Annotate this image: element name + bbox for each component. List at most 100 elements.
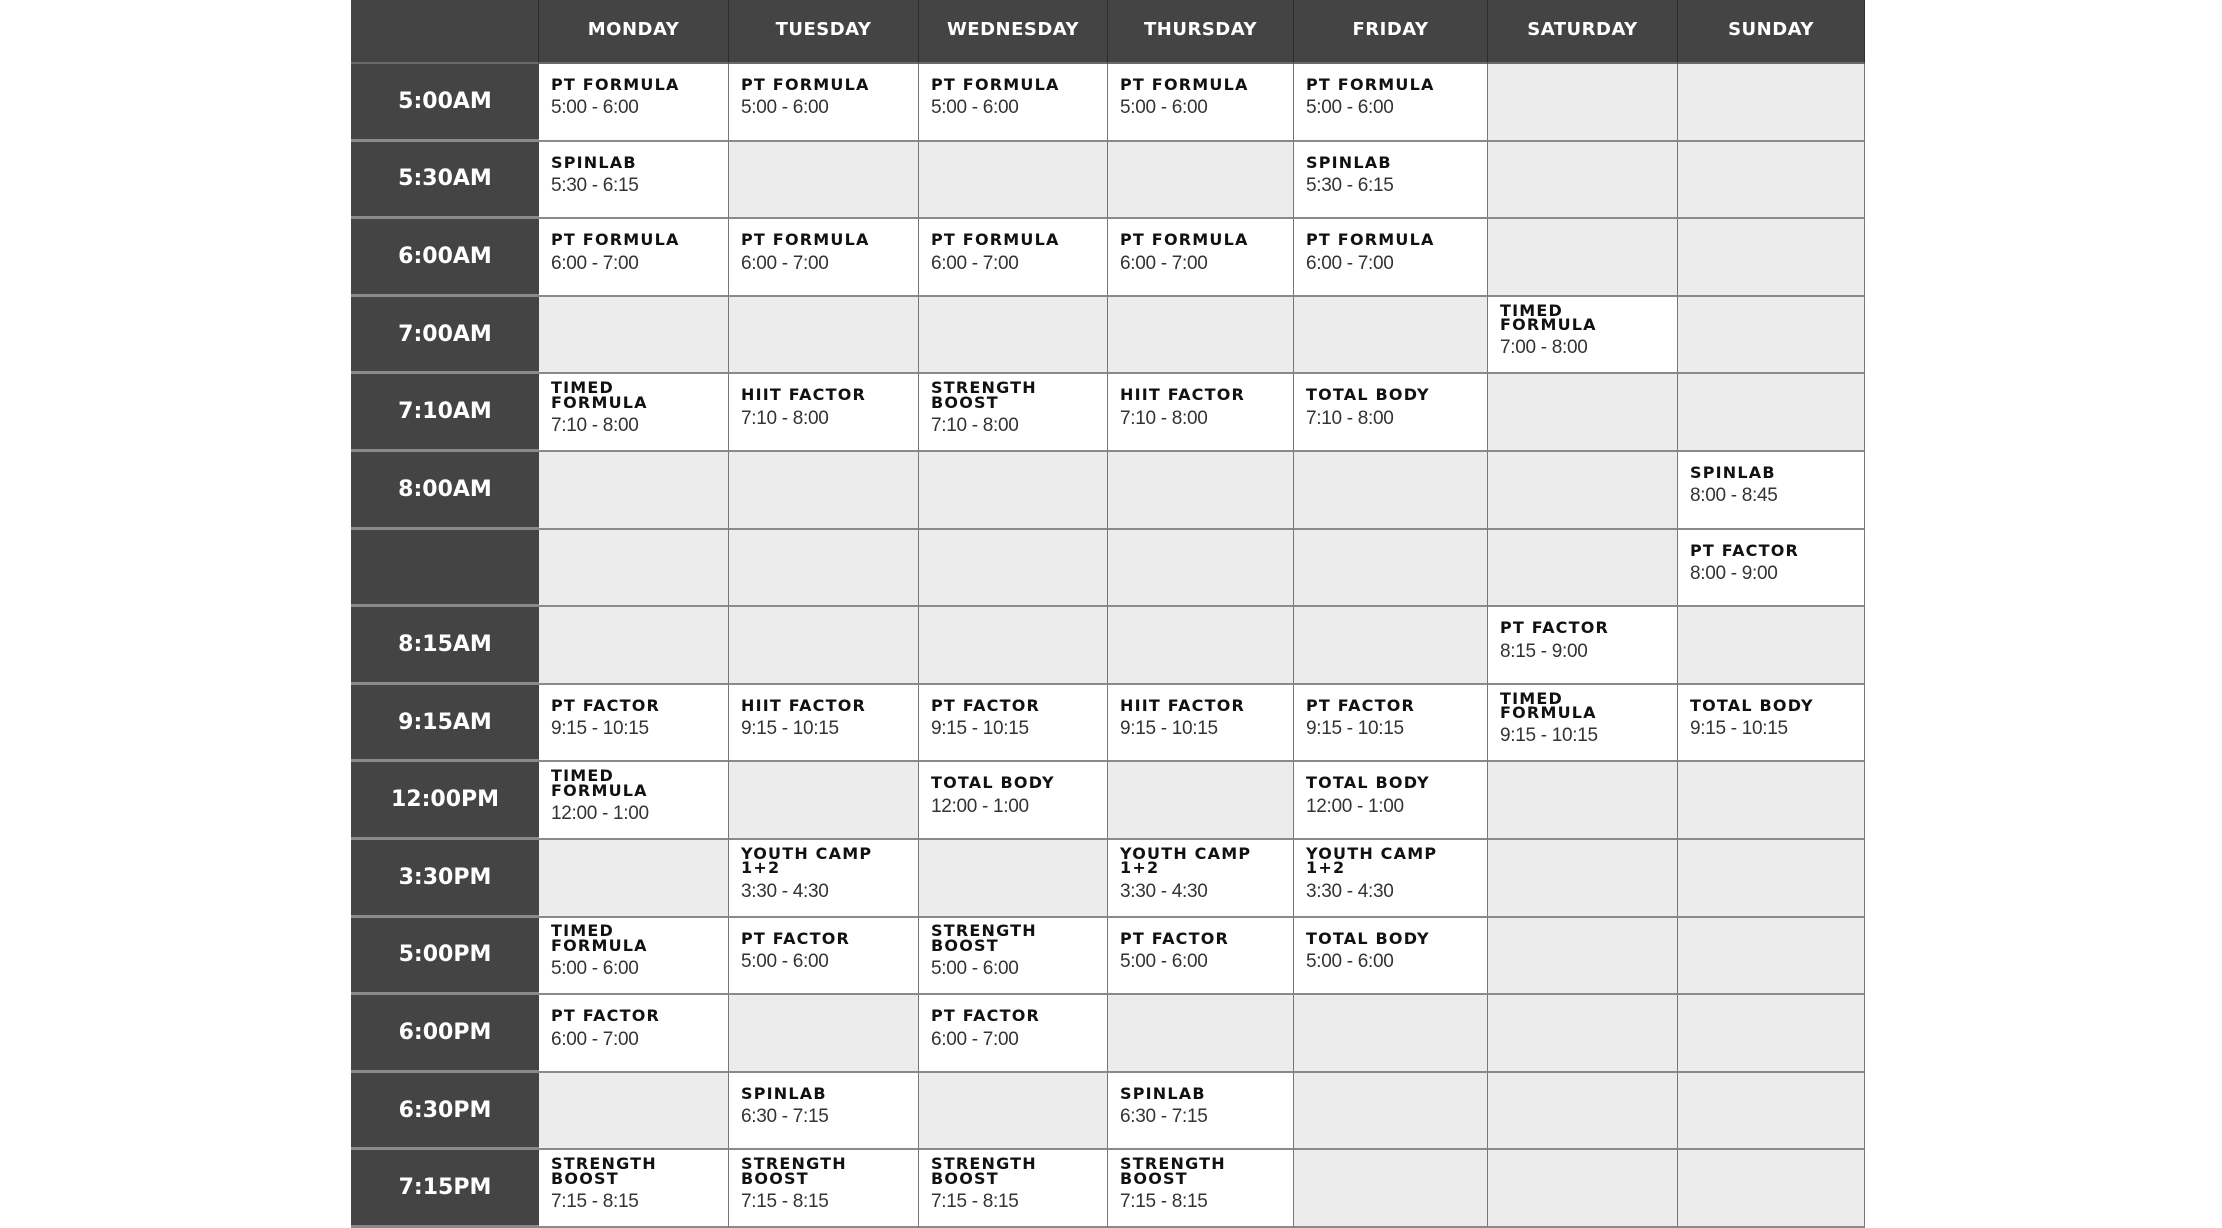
class-name: PT FACTOR <box>741 928 851 948</box>
class-slot[interactable]: PT FACTOR 6:00 - 7:00 <box>539 995 729 1073</box>
class-slot[interactable]: TIMED FORMULA 9:15 - 10:15 <box>1488 684 1678 763</box>
class-slot[interactable]: SPINLAB 6:30 - 7:15 <box>729 1072 919 1151</box>
class-name: PT FORMULA <box>931 230 1060 250</box>
class-slot[interactable]: HIIT FACTOR 9:15 - 10:15 <box>729 684 919 763</box>
class-slot[interactable]: STRENGTH BOOST 7:15 - 8:15 <box>919 1150 1108 1228</box>
class-name: PT FORMULA <box>1306 230 1435 250</box>
class-slot[interactable]: STRENGTH BOOST 7:15 - 8:15 <box>1108 1150 1294 1228</box>
class-name: HIIT FACTOR <box>1120 385 1246 405</box>
class-time: 5:00 - 6:00 <box>741 951 829 973</box>
class-slot[interactable]: PT FACTOR 8:00 - 9:00 <box>1678 529 1865 608</box>
class-schedule-grid: MONDAY TUESDAY WEDNESDAY THURSDAY FRIDAY SATU… <box>351 0 1865 1228</box>
class-slot[interactable]: HIIT FACTOR 9:15 - 10:15 <box>1108 684 1294 763</box>
class-slot[interactable]: TOTAL BODY 12:00 - 1:00 <box>1294 762 1488 840</box>
class-time: 12:00 - 1:00 <box>551 803 649 825</box>
time-label: 5:30AM <box>351 141 539 220</box>
class-time: 8:00 - 9:00 <box>1690 563 1778 585</box>
class-time: 9:15 - 10:15 <box>1120 718 1218 740</box>
class-slot[interactable]: HIIT FACTOR 7:10 - 8:00 <box>729 374 919 452</box>
time-label: 7:10AM <box>351 374 539 452</box>
class-name: STRENGTH BOOST <box>741 1154 847 1188</box>
empty-slot <box>1294 296 1488 375</box>
empty-slot <box>1678 607 1865 685</box>
class-time: 7:00 - 8:00 <box>1500 337 1588 359</box>
time-label: 12:00PM <box>351 762 539 840</box>
empty-slot <box>1488 529 1678 608</box>
class-name: PT FACTOR <box>931 695 1041 715</box>
class-slot[interactable]: SPINLAB 5:30 - 6:15 <box>1294 141 1488 220</box>
class-slot[interactable]: SPINLAB 8:00 - 8:45 <box>1678 451 1865 530</box>
class-slot[interactable]: PT FACTOR 5:00 - 6:00 <box>729 917 919 996</box>
class-slot[interactable]: SPINLAB 6:30 - 7:15 <box>1108 1072 1294 1151</box>
time-label: 8:15AM <box>351 607 539 685</box>
class-time: 12:00 - 1:00 <box>931 795 1029 817</box>
empty-slot <box>919 141 1108 220</box>
class-name: SPINLAB <box>551 152 637 172</box>
class-slot[interactable]: TIMED FORMULA 7:10 - 8:00 <box>539 374 729 452</box>
class-slot[interactable]: TOTAL BODY 12:00 - 1:00 <box>919 762 1108 840</box>
class-slot[interactable]: PT FACTOR 9:15 - 10:15 <box>919 684 1108 763</box>
class-slot[interactable]: STRENGTH BOOST 5:00 - 6:00 <box>919 917 1108 996</box>
class-name: STRENGTH BOOST <box>931 378 1037 412</box>
class-time: 8:00 - 8:45 <box>1690 485 1778 507</box>
class-slot[interactable]: STRENGTH BOOST 7:15 - 8:15 <box>729 1150 919 1228</box>
class-slot[interactable]: PT FORMULA 5:00 - 6:00 <box>539 64 729 142</box>
class-name: STRENGTH BOOST <box>931 921 1037 955</box>
day-header-friday: FRIDAY <box>1294 0 1488 64</box>
class-time: 5:00 - 6:00 <box>931 958 1019 980</box>
class-slot[interactable]: YOUTH CAMP 1+2 3:30 - 4:30 <box>1294 839 1488 918</box>
class-slot[interactable]: TIMED FORMULA 7:00 - 8:00 <box>1488 296 1678 375</box>
empty-slot <box>1488 995 1678 1073</box>
class-time: 5:00 - 6:00 <box>1120 951 1208 973</box>
time-label: 6:00AM <box>351 219 539 297</box>
class-slot[interactable]: PT FORMULA 5:00 - 6:00 <box>1108 64 1294 142</box>
class-slot[interactable]: PT FACTOR 9:15 - 10:15 <box>1294 684 1488 763</box>
class-slot[interactable]: PT FACTOR 6:00 - 7:00 <box>919 995 1108 1073</box>
day-header-monday: MONDAY <box>539 0 729 64</box>
empty-slot <box>1488 64 1678 142</box>
class-time: 9:15 - 10:15 <box>551 718 649 740</box>
class-slot[interactable]: TIMED FORMULA 5:00 - 6:00 <box>539 917 729 996</box>
class-time: 5:00 - 6:00 <box>1306 97 1394 119</box>
class-slot[interactable]: PT FORMULA 5:00 - 6:00 <box>919 64 1108 142</box>
empty-slot <box>729 995 919 1073</box>
day-header-sunday: SUNDAY <box>1678 0 1865 64</box>
empty-slot <box>919 451 1108 530</box>
class-slot[interactable]: PT FACTOR 8:15 - 9:00 <box>1488 607 1678 685</box>
class-time: 5:30 - 6:15 <box>551 175 639 197</box>
class-slot[interactable]: STRENGTH BOOST 7:15 - 8:15 <box>539 1150 729 1228</box>
empty-slot <box>729 607 919 685</box>
time-label: 7:00AM <box>351 296 539 375</box>
class-slot[interactable]: PT FORMULA 6:00 - 7:00 <box>539 219 729 297</box>
empty-slot <box>1294 451 1488 530</box>
class-slot[interactable]: TOTAL BODY 7:10 - 8:00 <box>1294 374 1488 452</box>
class-slot[interactable]: YOUTH CAMP 1+2 3:30 - 4:30 <box>729 839 919 918</box>
class-slot[interactable]: PT FORMULA 6:00 - 7:00 <box>729 219 919 297</box>
class-slot[interactable]: PT FORMULA 5:00 - 6:00 <box>729 64 919 142</box>
class-time: 3:30 - 4:30 <box>1120 880 1208 902</box>
class-time: 5:00 - 6:00 <box>551 97 639 119</box>
class-slot[interactable]: PT FORMULA 5:00 - 6:00 <box>1294 64 1488 142</box>
class-time: 6:30 - 7:15 <box>741 1106 829 1128</box>
class-name: PT FACTOR <box>1500 618 1610 638</box>
empty-slot <box>1108 296 1294 375</box>
class-name: PT FACTOR <box>1690 540 1800 560</box>
class-slot[interactable]: PT FACTOR 9:15 - 10:15 <box>539 684 729 763</box>
class-slot[interactable]: TOTAL BODY 9:15 - 10:15 <box>1678 684 1865 763</box>
class-name: SPINLAB <box>1690 463 1776 483</box>
class-slot[interactable]: HIIT FACTOR 7:10 - 8:00 <box>1108 374 1294 452</box>
empty-slot <box>1108 995 1294 1073</box>
class-slot[interactable]: YOUTH CAMP 1+2 3:30 - 4:30 <box>1108 839 1294 918</box>
class-slot[interactable]: TOTAL BODY 5:00 - 6:00 <box>1294 917 1488 996</box>
class-slot[interactable]: PT FORMULA 6:00 - 7:00 <box>1294 219 1488 297</box>
class-name: SPINLAB <box>1306 152 1392 172</box>
class-slot[interactable]: PT FACTOR 5:00 - 6:00 <box>1108 917 1294 996</box>
class-slot[interactable]: PT FORMULA 6:00 - 7:00 <box>1108 219 1294 297</box>
class-slot[interactable]: TIMED FORMULA 12:00 - 1:00 <box>539 762 729 840</box>
class-time: 5:30 - 6:15 <box>1306 175 1394 197</box>
class-slot[interactable]: PT FORMULA 6:00 - 7:00 <box>919 219 1108 297</box>
class-slot[interactable]: STRENGTH BOOST 7:10 - 8:00 <box>919 374 1108 452</box>
class-name: PT FORMULA <box>551 75 680 95</box>
empty-slot <box>1488 451 1678 530</box>
class-slot[interactable]: SPINLAB 5:30 - 6:15 <box>539 141 729 220</box>
